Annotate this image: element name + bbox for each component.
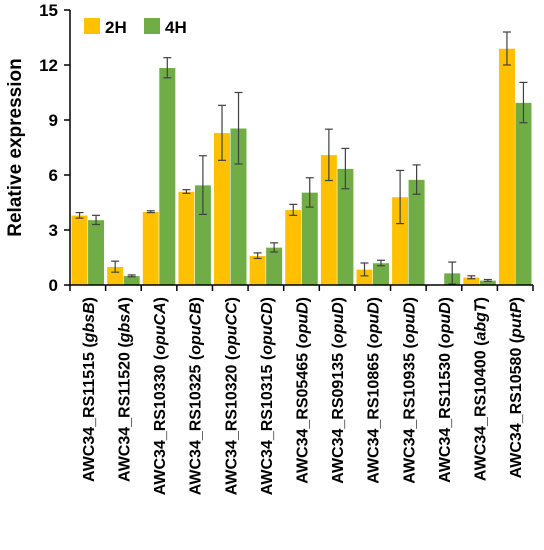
x-category-label: AWC34_RS10330 (opuCA) [152, 297, 169, 495]
y-tick-label: 3 [49, 221, 58, 240]
legend-swatch-2h [84, 18, 100, 34]
bar-2h-12 [498, 48, 516, 286]
x-category-label: AWC34_RS10320 (opuCC) [223, 297, 240, 495]
bar-4h-9 [408, 179, 426, 286]
x-category-label: AWC34_RS11530 (opuD) [437, 297, 454, 483]
x-category-label: AWC34_RS10935 (opuD) [401, 297, 418, 484]
legend-label-2h: 2H [105, 18, 127, 37]
x-category-label: AWC34_RS10865 (opuD) [366, 297, 383, 484]
y-tick-label: 12 [39, 56, 58, 75]
x-category-label: AWC34_RS05465 (opuD) [295, 297, 312, 484]
x-axis-ticks [69, 285, 534, 291]
bar-2h-3 [177, 191, 195, 286]
bar-4h-2 [158, 67, 176, 286]
y-tick-label: 6 [49, 166, 58, 185]
bars [71, 48, 532, 286]
y-tick-label: 9 [49, 111, 58, 130]
y-tick-label: 15 [39, 1, 58, 20]
error-bars [75, 31, 528, 285]
bar-2h-2 [142, 211, 160, 286]
legend-swatch-4h [144, 18, 160, 34]
x-category-label: AWC34_RS11515 (gbsB) [81, 297, 98, 482]
legend: 2H 4H [84, 18, 187, 37]
bar-2h-5 [249, 255, 267, 286]
x-category-label: AWC34_RS11520 (gbsA) [116, 297, 133, 482]
bar-4h-0 [87, 219, 105, 286]
bar-4h-5 [265, 247, 283, 286]
bar-2h-0 [71, 215, 89, 286]
x-category-label: AWC34_RS09135 (opuD) [330, 297, 347, 484]
x-category-label: AWC34_RS10580 (putP) [508, 297, 525, 478]
x-category-label: AWC34_RS10325 (opuCB) [188, 297, 205, 495]
x-category-label: AWC34_RS10315 (opuCD) [259, 297, 276, 495]
x-category-label: AWC34_RS10400 (abgT) [473, 297, 490, 481]
legend-label-4h: 4H [165, 18, 187, 37]
bar-4h-12 [514, 102, 532, 286]
y-axis-ticks: 0 3 6 9 12 15 [39, 1, 70, 295]
category-labels: AWC34_RS11515 (gbsB) AWC34_RS11520 (gbsA)… [81, 297, 525, 495]
y-axis-title: Relative expression [5, 58, 26, 236]
y-tick-label: 0 [49, 276, 58, 295]
bar-2h-6 [284, 209, 302, 286]
